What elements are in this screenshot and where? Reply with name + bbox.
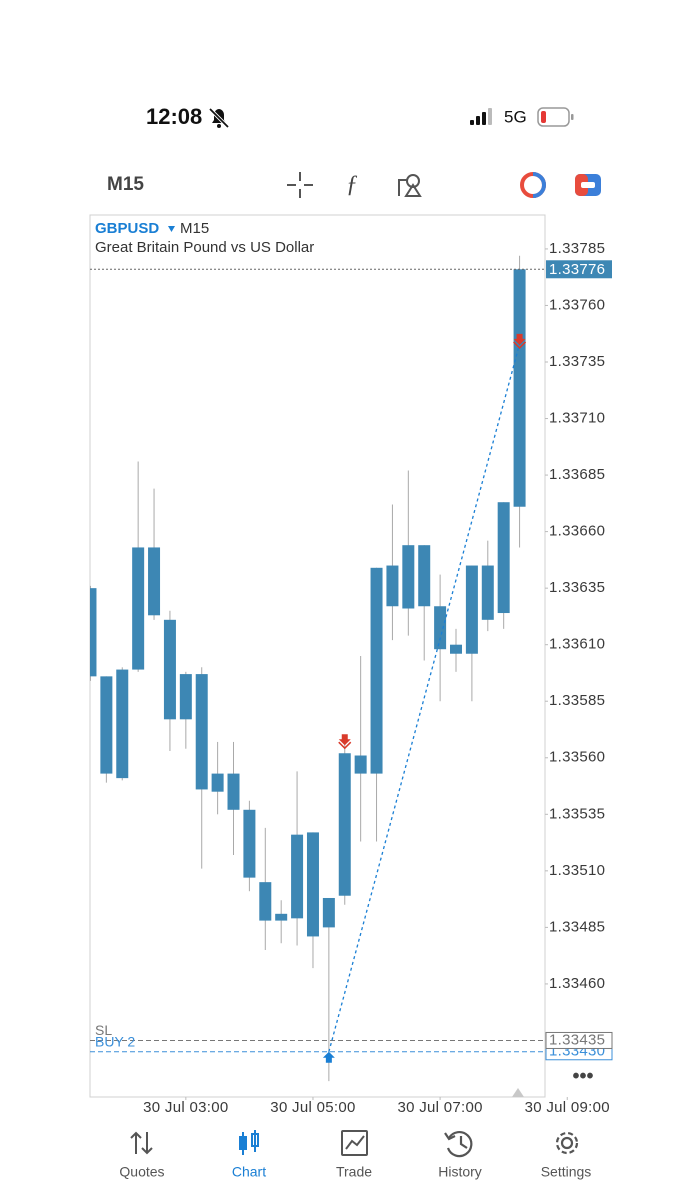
y-tick-label: 1.33460 <box>549 975 605 992</box>
y-tick-label: 1.33510 <box>549 862 605 879</box>
signal-icon <box>470 108 492 125</box>
candle-body <box>195 674 208 790</box>
sell-marker <box>513 333 526 345</box>
chart-timeframe: M15 <box>180 220 209 237</box>
crosshair-button[interactable] <box>287 172 313 198</box>
chart-icon[interactable] <box>239 1130 259 1155</box>
trade-icon[interactable] <box>341 1130 368 1156</box>
candle-body <box>354 755 367 774</box>
candle-body <box>179 674 192 720</box>
y-tick-label: 1.33685 <box>549 466 605 483</box>
settings-icon[interactable] <box>555 1131 579 1155</box>
x-tick-label: 30 Jul 07:00 <box>397 1099 482 1116</box>
scroll-marker <box>512 1088 524 1097</box>
candle-body <box>434 606 447 650</box>
candle-body <box>116 669 129 779</box>
candle-body <box>338 753 351 896</box>
symbol-label[interactable]: GBPUSD <box>95 220 159 237</box>
y-tick-label: 1.33585 <box>549 692 605 709</box>
candle-body <box>275 913 288 921</box>
candle-body <box>481 565 494 620</box>
tab-label[interactable]: Trade <box>336 1164 372 1180</box>
symbol-dropdown-icon[interactable] <box>168 226 175 232</box>
candle-body <box>259 882 272 921</box>
candle-body <box>386 565 399 607</box>
trade-line <box>328 343 521 1052</box>
network-label: 5G <box>504 107 527 126</box>
candle-body <box>513 269 526 507</box>
tab-label[interactable]: History <box>438 1164 482 1180</box>
candle-body <box>322 897 335 928</box>
y-tick-label: 1.33610 <box>549 636 605 653</box>
buy-marker <box>322 1051 335 1063</box>
y-tick-label: 1.33660 <box>549 523 605 540</box>
candle-body <box>465 565 478 654</box>
battery-icon <box>537 107 574 127</box>
y-tick-label: 1.33760 <box>549 296 605 313</box>
more-button[interactable]: ••• <box>572 1065 593 1087</box>
x-tick-label: 30 Jul 05:00 <box>270 1099 355 1116</box>
price-line-name: BUY 2 <box>95 1033 135 1049</box>
tab-bar: Quotes Chart Trade History Settings <box>119 1164 591 1180</box>
candle-body <box>450 644 463 654</box>
candle-body <box>100 676 113 774</box>
history-icon[interactable] <box>444 1131 473 1158</box>
price-line-label-box <box>545 1031 613 1049</box>
last-price-box <box>546 260 612 279</box>
sell-marker-chevron <box>338 741 352 750</box>
price-line-name: SL <box>95 1022 112 1038</box>
tab-label[interactable]: Quotes <box>119 1164 164 1180</box>
y-tick-label: 1.33635 <box>549 579 605 596</box>
axes: 1.33785 1.33760 1.33735 1.33710 1.33685 1.336… <box>95 240 613 1116</box>
plot-area <box>90 255 545 1082</box>
candle-body <box>497 502 510 614</box>
objects-button[interactable] <box>398 174 422 197</box>
candle-body <box>418 545 431 607</box>
candle-body <box>370 567 383 774</box>
y-tick-label: 1.33785 <box>549 240 605 257</box>
account-button[interactable] <box>575 174 601 196</box>
y-tick-label: 1.33560 <box>549 749 605 766</box>
candle-body <box>163 619 176 720</box>
bell-muted-icon <box>208 107 230 129</box>
y-tick-label: 1.33485 <box>549 918 605 935</box>
chart-frame <box>89 214 546 1098</box>
sell-marker-chevron <box>513 341 527 349</box>
timeframe-button[interactable]: M15 <box>107 174 144 195</box>
x-tick-label: 30 Jul 03:00 <box>143 1099 228 1116</box>
candle-body <box>291 834 304 919</box>
y-tick-label: 1.33535 <box>549 805 605 822</box>
quotes-icon[interactable] <box>130 1131 153 1155</box>
y-tick-label: 1.33710 <box>549 410 605 427</box>
status-time: 12:08 <box>146 104 202 129</box>
tab-label[interactable]: Settings <box>541 1164 592 1180</box>
one-click-trading-button[interactable] <box>520 172 546 198</box>
candle-body <box>243 809 256 878</box>
last-price-label: 1.33776 <box>549 261 605 278</box>
y-tick-label: 1.33735 <box>549 353 605 370</box>
sell-marker <box>338 734 351 746</box>
candle-body <box>132 547 145 670</box>
chart-subtitle: Great Britain Pound vs US Dollar <box>95 239 314 256</box>
tab-label[interactable]: Chart <box>232 1164 266 1180</box>
x-tick-label: 30 Jul 09:00 <box>525 1099 610 1116</box>
indicators-button[interactable]: ƒ <box>346 172 358 198</box>
candle-body <box>148 547 161 616</box>
candle-body <box>90 588 97 677</box>
candle-body <box>306 832 319 937</box>
price-line-label: 1.33435 <box>549 1031 605 1048</box>
candle-body <box>227 773 240 810</box>
candle-body <box>402 545 415 609</box>
candle-body <box>211 773 224 792</box>
